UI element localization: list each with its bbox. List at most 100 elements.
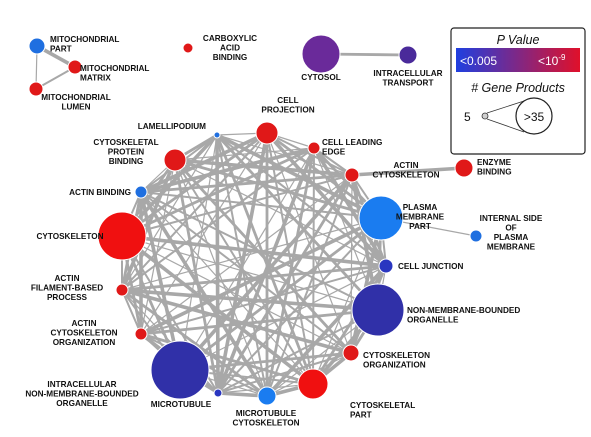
label-lamellipodium: LAMELLIPODIUM xyxy=(138,122,206,131)
edge-actin_cytoskeleton-actin_binding xyxy=(139,173,354,194)
node-carboxylic[interactable] xyxy=(182,42,194,54)
edge-plasma_membrane_part-intracell_non_membrane_organelle xyxy=(178,216,383,372)
edge-microtubule-cytoskeletal_protein_binding xyxy=(173,158,220,395)
edge-actin_cytoskeleton-enzyme_binding xyxy=(350,166,466,177)
label-actin-binding: ACTIN BINDING xyxy=(69,188,131,197)
label-intracell-non-membrane-organelle: INTRACELLULAR NON-MEMBRANE-BOUNDED ORGANEL… xyxy=(25,380,138,408)
node-cytoskeletal-part[interactable] xyxy=(297,368,329,400)
edge-microtubule-lamellipodium xyxy=(215,133,220,395)
edge-intracell_non_membrane_organelle-lamellipodium xyxy=(179,134,218,371)
edge-actin_filament_process-cytoskeletal_protein_binding xyxy=(120,158,177,292)
label-mito-matrix: MITOCHONDRIAL MATRIX xyxy=(80,64,149,83)
edge-cell_leading_edge-cytoskeletal_protein_binding xyxy=(174,147,315,161)
label-cytosol: CYTOSOL xyxy=(301,73,340,82)
edge-cytoskeleton_org-cytoskeleton xyxy=(121,235,352,354)
node-actin-binding[interactable] xyxy=(134,185,148,199)
legend: P Value <0.005 <10-9 # Gene Products 5 >… xyxy=(450,27,586,155)
node-mito-lumen[interactable] xyxy=(28,81,44,97)
label-enzyme-binding: ENZYME BINDING xyxy=(477,158,512,177)
edge-cytoskeletal_part-actin_cytoskeleton_org xyxy=(139,332,315,386)
label-cytoskeleton: CYTOSKELETON xyxy=(36,232,103,241)
node-microtubule[interactable] xyxy=(213,388,223,398)
pvalue-low-label: <0.005 xyxy=(460,54,497,68)
edge-non_membrane_organelle-cytoskeleton xyxy=(121,235,379,311)
node-cytoskeleton-org[interactable] xyxy=(342,344,360,362)
label-mito-part: MITOCHONDRIAL PART xyxy=(50,35,119,54)
label-cell-junction: CELL JUNCTION xyxy=(398,262,463,271)
size-guide-bottom xyxy=(486,118,525,133)
node-mito-matrix[interactable] xyxy=(67,59,83,75)
node-mito-part[interactable] xyxy=(28,37,46,55)
edge-cell_projection-actin_cytoskeleton xyxy=(266,132,353,176)
label-intracell-transport: INTRACELLULAR TRANSPORT xyxy=(373,69,442,88)
edge-cytoskeleton_org-microtubule xyxy=(217,352,352,394)
edge-actin_cytoskeleton-cytoskeletal_protein_binding xyxy=(173,158,354,177)
label-actin-filament-process: ACTIN FILAMENT-BASED PROCESS xyxy=(31,274,103,302)
size-max-label: >35 xyxy=(524,110,545,124)
label-cell-projection: CELL PROJECTION xyxy=(261,96,314,115)
pvalue-high-label: <10-9 xyxy=(538,53,566,68)
edge-non_membrane_organelle-lamellipodium xyxy=(215,133,380,312)
label-non-membrane-organelle: NON-MEMBRANE-BOUNDED ORGANELLE xyxy=(407,306,520,325)
edge-plasma_membrane_part-cytoskeletal_protein_binding xyxy=(173,158,383,220)
node-plasma-membrane-part[interactable] xyxy=(358,195,404,241)
node-actin-filament-process[interactable] xyxy=(115,283,129,297)
edge-cytoskeleton_org-actin_filament_process xyxy=(120,288,353,355)
node-intracell-non-membrane-organelle[interactable] xyxy=(150,340,210,400)
edge-plasma_membrane_part-actin_filament_process xyxy=(121,217,382,291)
edge-actin_cytoskeleton-actin_cytoskeleton_org xyxy=(140,174,353,335)
edge-cytoskeleton_org-actin_binding xyxy=(140,191,352,354)
edge-microtubule_cytoskeleton-lamellipodium xyxy=(216,134,268,397)
edge-plasma_membrane_part-lamellipodium xyxy=(215,133,383,220)
node-intracell-transport[interactable] xyxy=(398,45,418,65)
node-cell-leading-edge[interactable] xyxy=(307,141,321,155)
label-actin-cytoskeleton: ACTIN CYTOSKELETON xyxy=(372,161,439,180)
node-internal-side-pm[interactable] xyxy=(469,229,483,243)
node-cell-junction[interactable] xyxy=(378,258,394,274)
edge-actin_cytoskeleton_org-actin_filament_process xyxy=(121,289,142,335)
node-enzyme-binding[interactable] xyxy=(454,158,474,178)
label-cytoskeletal-part: CYTOSKELETAL PART xyxy=(350,401,415,420)
label-internal-side-pm: INTERNAL SIDE OF PLASMA MEMBRANE xyxy=(480,214,543,252)
edge-actin_filament_process-lamellipodium xyxy=(121,134,218,291)
size-guide-top xyxy=(486,100,525,114)
network-edges xyxy=(35,44,477,398)
size-min-circle xyxy=(481,112,489,120)
size-max-circle xyxy=(515,97,553,135)
edge-microtubule_cytoskeleton-cytoskeletal_protein_binding xyxy=(174,159,268,397)
label-plasma-membrane-part: PLASMA MEMBRANE PART xyxy=(396,203,445,231)
node-cytoskeleton[interactable] xyxy=(97,211,147,261)
network-labels: MITOCHONDRIAL PART MITOCHONDRIAL MATRIX MITO… xyxy=(25,34,542,428)
node-microtubule-cytoskeleton[interactable] xyxy=(257,386,277,406)
network-nodes xyxy=(28,34,483,406)
label-actin-cytoskeleton-org: ACTIN CYTOSKELETON ORGANIZATION xyxy=(50,319,117,347)
node-lamellipodium[interactable] xyxy=(213,131,221,139)
edge-cell_leading_edge-intracell_non_membrane_organelle xyxy=(179,147,315,371)
edge-cytoskeletal_part-actin_binding xyxy=(140,191,314,385)
edge-actin_cytoskeleton-microtubule xyxy=(216,173,354,395)
edge-cell_leading_edge-actin_cytoskeleton xyxy=(313,147,353,176)
label-cytoskeletal-protein-binding: CYTOSKELETAL PROTEIN BINDING xyxy=(93,138,158,166)
label-microtubule-cytoskeleton: MICROTUBULE CYTOSKELETON xyxy=(232,409,299,428)
node-cytosol[interactable] xyxy=(301,34,341,74)
label-mito-lumen: MITOCHONDRIAL LUMEN xyxy=(41,93,110,112)
node-cytoskeletal-protein-binding[interactable] xyxy=(163,148,187,172)
node-non-membrane-organelle[interactable] xyxy=(351,283,405,337)
edge-intracell_non_membrane_organelle-actin_binding xyxy=(139,190,182,372)
pvalue-gradient-bar xyxy=(456,48,580,72)
label-carboxylic: CARBOXYLIC ACID BINDING xyxy=(203,34,257,62)
pvalue-title: P Value xyxy=(497,33,540,47)
edge-actin_cytoskeleton-lamellipodium xyxy=(216,134,353,176)
node-actin-cytoskeleton-org[interactable] xyxy=(134,327,148,341)
edge-cell_junction-cytoskeleton xyxy=(120,234,388,268)
gene-products-title: # Gene Products xyxy=(471,81,565,95)
node-actin-cytoskeleton[interactable] xyxy=(344,167,360,183)
label-microtubule: MICROTUBULE xyxy=(151,400,212,409)
label-cytoskeleton-org: CYTOSKELETON ORGANIZATION xyxy=(363,351,430,370)
edge-cytoskeletal_part-lamellipodium xyxy=(215,133,315,386)
edge-cell_junction-lamellipodium xyxy=(216,134,387,267)
node-cell-projection[interactable] xyxy=(255,121,279,145)
label-cell-leading-edge: CELL LEADING EDGE xyxy=(322,138,382,157)
size-min-label: 5 xyxy=(464,110,471,124)
